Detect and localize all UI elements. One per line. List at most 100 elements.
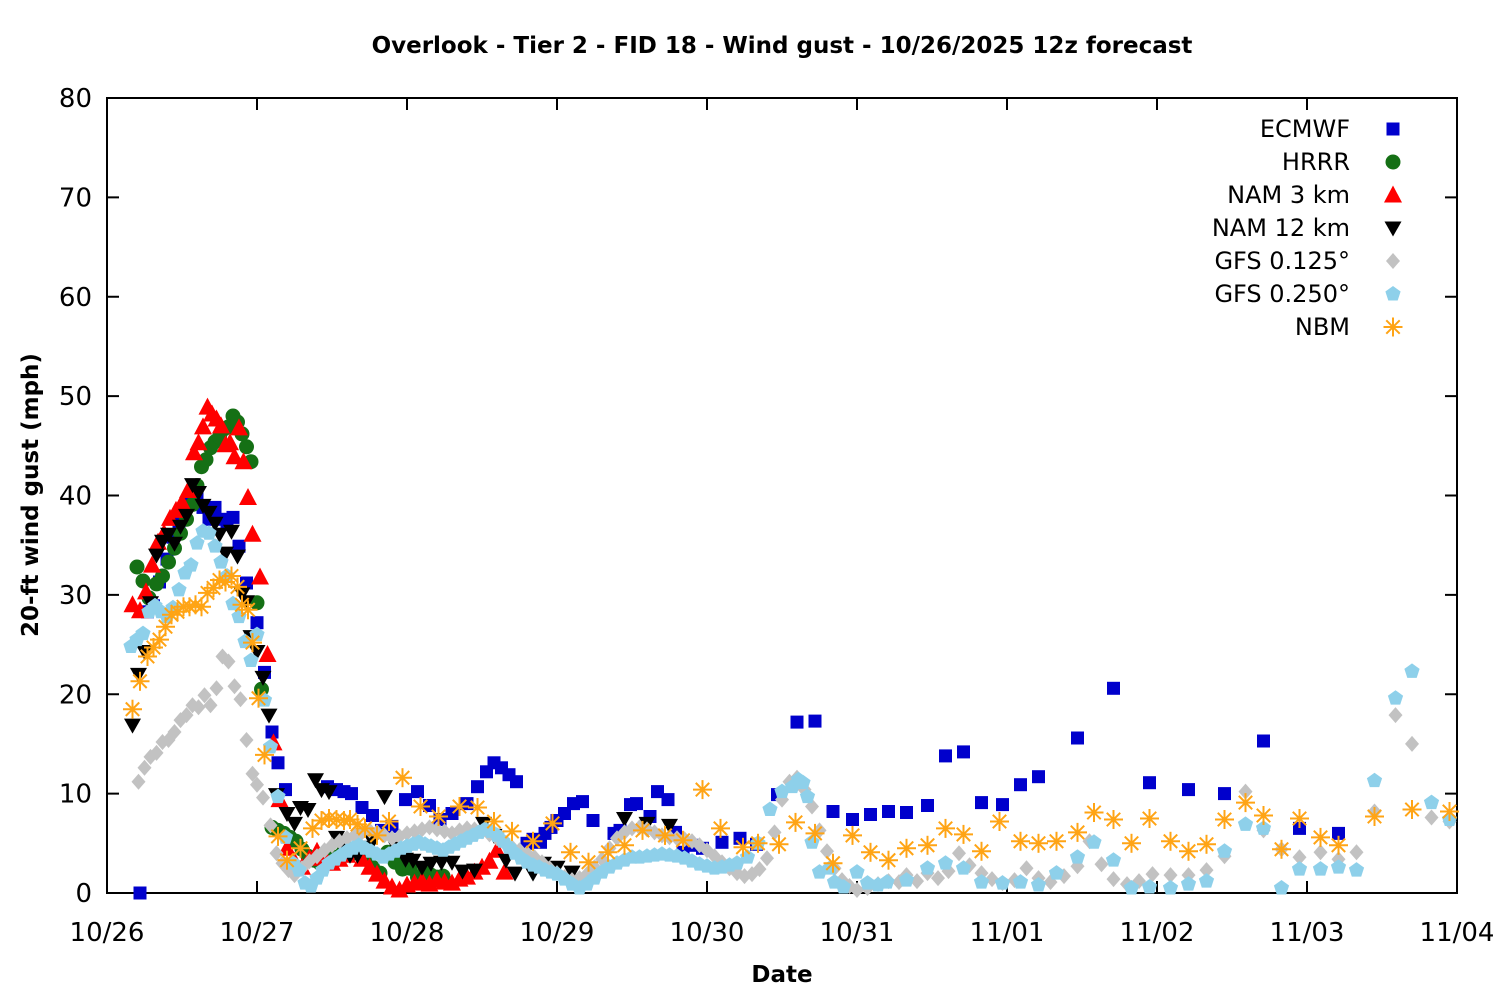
data-point <box>271 756 285 770</box>
data-point <box>1182 783 1195 797</box>
data-point <box>278 807 296 822</box>
data-point <box>488 840 506 858</box>
data-point <box>1292 849 1307 866</box>
data-point <box>760 850 774 867</box>
data-point <box>921 799 934 812</box>
data-point <box>882 805 895 818</box>
data-point <box>1197 834 1216 854</box>
data-point <box>633 820 652 840</box>
data-point <box>471 780 484 794</box>
data-point <box>586 814 600 827</box>
legend-label: NBM <box>1295 313 1350 341</box>
data-point <box>233 691 248 708</box>
data-point <box>1071 731 1084 745</box>
data-point <box>859 875 876 890</box>
data-point <box>955 860 972 875</box>
data-point <box>192 597 211 617</box>
triangle-up-legend-icon <box>1384 185 1402 203</box>
data-point <box>729 855 745 870</box>
data-point <box>390 880 409 898</box>
data-point <box>1273 880 1290 895</box>
data-point <box>130 671 150 691</box>
data-point <box>160 527 177 543</box>
data-point <box>879 850 898 870</box>
data-point <box>366 809 379 822</box>
data-point <box>161 554 176 570</box>
data-point <box>1404 663 1420 678</box>
data-point <box>826 805 840 818</box>
data-point <box>206 516 224 532</box>
data-point <box>189 433 208 451</box>
data-point <box>265 725 279 739</box>
data-point <box>183 557 199 572</box>
data-point <box>1048 865 1065 880</box>
data-point <box>918 835 937 855</box>
data-point <box>1030 877 1047 892</box>
data-point <box>1105 852 1122 867</box>
data-point <box>399 793 412 807</box>
data-point <box>1388 707 1403 724</box>
data-point <box>510 775 523 789</box>
data-point <box>1145 866 1160 883</box>
data-point <box>1218 787 1231 801</box>
data-point <box>133 886 147 900</box>
x-tick-label: 10/29 <box>520 918 595 948</box>
legend-item-nam-3-km: NAM 3 km <box>1227 181 1402 209</box>
data-point <box>222 566 241 586</box>
triangle-down-legend-icon <box>1384 221 1402 237</box>
data-point <box>262 738 279 754</box>
data-point <box>1238 783 1253 800</box>
legend-label: GFS 0.125° <box>1214 247 1350 275</box>
data-point <box>1293 821 1306 835</box>
data-point <box>990 812 1009 831</box>
data-point <box>972 841 991 861</box>
data-point <box>212 416 230 434</box>
data-point <box>411 797 430 816</box>
data-point <box>543 813 562 833</box>
data-point <box>1141 879 1158 894</box>
data-point <box>223 524 240 540</box>
data-point <box>258 645 277 662</box>
data-point <box>250 776 264 793</box>
data-point <box>576 795 589 809</box>
data-point <box>615 835 634 855</box>
series-ecmwf <box>133 486 1345 900</box>
data-point <box>1011 831 1030 851</box>
asterisk-legend-icon <box>1383 317 1403 337</box>
data-point <box>931 870 945 887</box>
chart-title: Overlook - Tier 2 - FID 18 - Wind gust -… <box>371 33 1193 59</box>
data-point <box>221 653 236 670</box>
filled-square-legend-icon <box>1386 122 1400 136</box>
data-point <box>130 667 147 683</box>
data-point <box>376 790 393 806</box>
data-point <box>345 787 358 801</box>
y-tick-label: 80 <box>59 84 92 114</box>
data-point <box>711 818 730 838</box>
data-point <box>200 505 218 521</box>
data-point <box>137 582 155 600</box>
data-point <box>502 821 522 841</box>
data-point <box>245 765 260 782</box>
data-point <box>123 699 142 719</box>
data-point <box>495 862 514 880</box>
data-point <box>277 850 297 870</box>
data-point <box>1424 809 1439 826</box>
data-point <box>994 875 1011 890</box>
data-point <box>184 478 201 494</box>
data-point <box>733 837 753 857</box>
data-point <box>795 774 811 790</box>
data-point <box>1236 793 1255 813</box>
data-point <box>263 817 278 834</box>
data-point <box>1084 803 1104 822</box>
data-point <box>221 433 239 451</box>
data-point <box>178 508 195 524</box>
data-point <box>846 813 859 826</box>
x-tick-label: 10/28 <box>370 918 445 948</box>
data-point <box>790 715 804 729</box>
data-point <box>975 796 988 810</box>
data-point <box>673 830 693 850</box>
x-tick-label: 11/03 <box>1270 918 1345 948</box>
data-point <box>307 773 324 789</box>
data-point <box>1068 822 1087 842</box>
data-point <box>897 838 916 858</box>
